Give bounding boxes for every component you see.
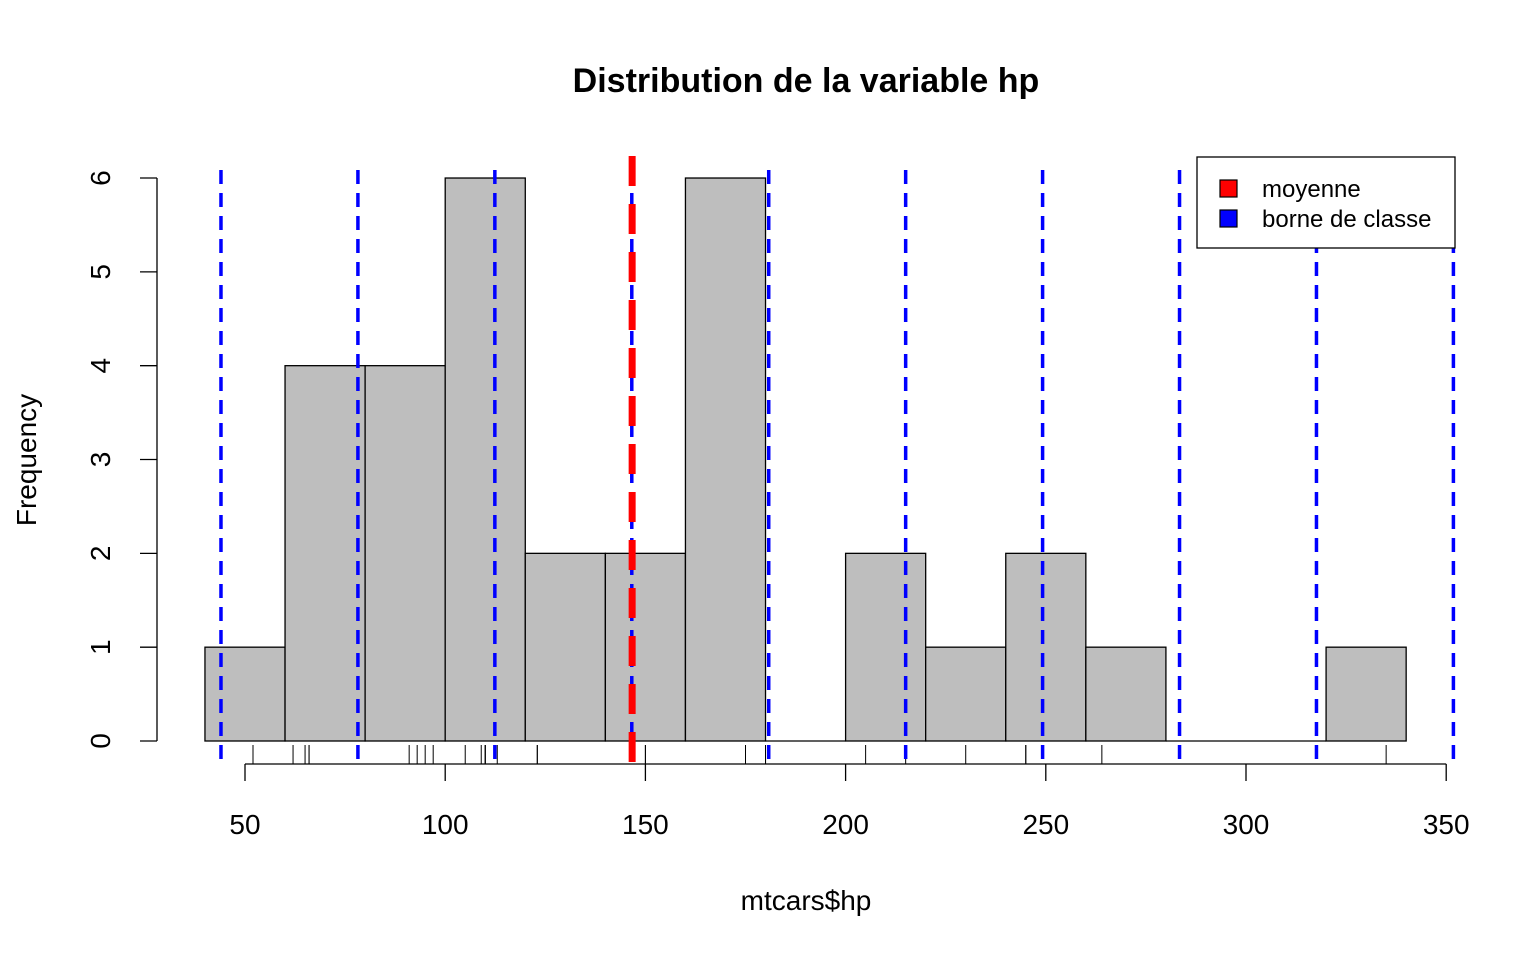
legend: moyenne borne de classe [1196, 156, 1456, 249]
legend-label: moyenne [1262, 176, 1361, 203]
histogram-bar [604, 552, 687, 742]
y-axis-label: Frequency [11, 394, 42, 526]
y-axis: 0 1 2 3 4 5 6 [85, 170, 158, 749]
histogram-bar [284, 365, 366, 742]
histogram-bars [204, 177, 1407, 742]
x-tick-label: 250 [1022, 809, 1069, 840]
legend-swatch [1219, 209, 1238, 228]
histogram-bar [684, 177, 767, 742]
histogram-bar [1325, 646, 1407, 742]
y-tick-label: 4 [85, 358, 116, 374]
x-tick-label: 200 [822, 809, 869, 840]
legend-box [1196, 156, 1456, 249]
y-tick-label: 2 [85, 546, 116, 562]
histogram-bar [844, 552, 927, 742]
histogram-bar [444, 177, 526, 742]
y-tick-label: 5 [85, 264, 116, 280]
y-tick-label: 6 [85, 170, 116, 186]
legend-swatch [1219, 179, 1238, 198]
histogram-bar [524, 552, 607, 742]
histogram-bar [1085, 646, 1167, 742]
chart-title: Distribution de la variable hp [573, 62, 1040, 100]
x-tick-label: 50 [229, 809, 260, 840]
histogram-bar [1005, 552, 1087, 742]
x-tick-label: 350 [1423, 809, 1470, 840]
x-tick-label: 100 [422, 809, 469, 840]
y-tick-label: 1 [85, 639, 116, 655]
x-axis-label: mtcars$hp [741, 885, 872, 916]
histogram-bar [364, 365, 446, 742]
legend-label: borne de classe [1262, 206, 1431, 233]
y-tick-label: 3 [85, 452, 116, 468]
y-tick-label: 0 [85, 733, 116, 749]
histogram-bar [204, 646, 286, 742]
rug-marks [252, 745, 1387, 764]
x-axis: 50 100 150 200 250 300 350 [229, 763, 1470, 840]
histogram-bar [925, 646, 1007, 742]
x-tick-label: 150 [622, 809, 669, 840]
x-tick-label: 300 [1223, 809, 1270, 840]
